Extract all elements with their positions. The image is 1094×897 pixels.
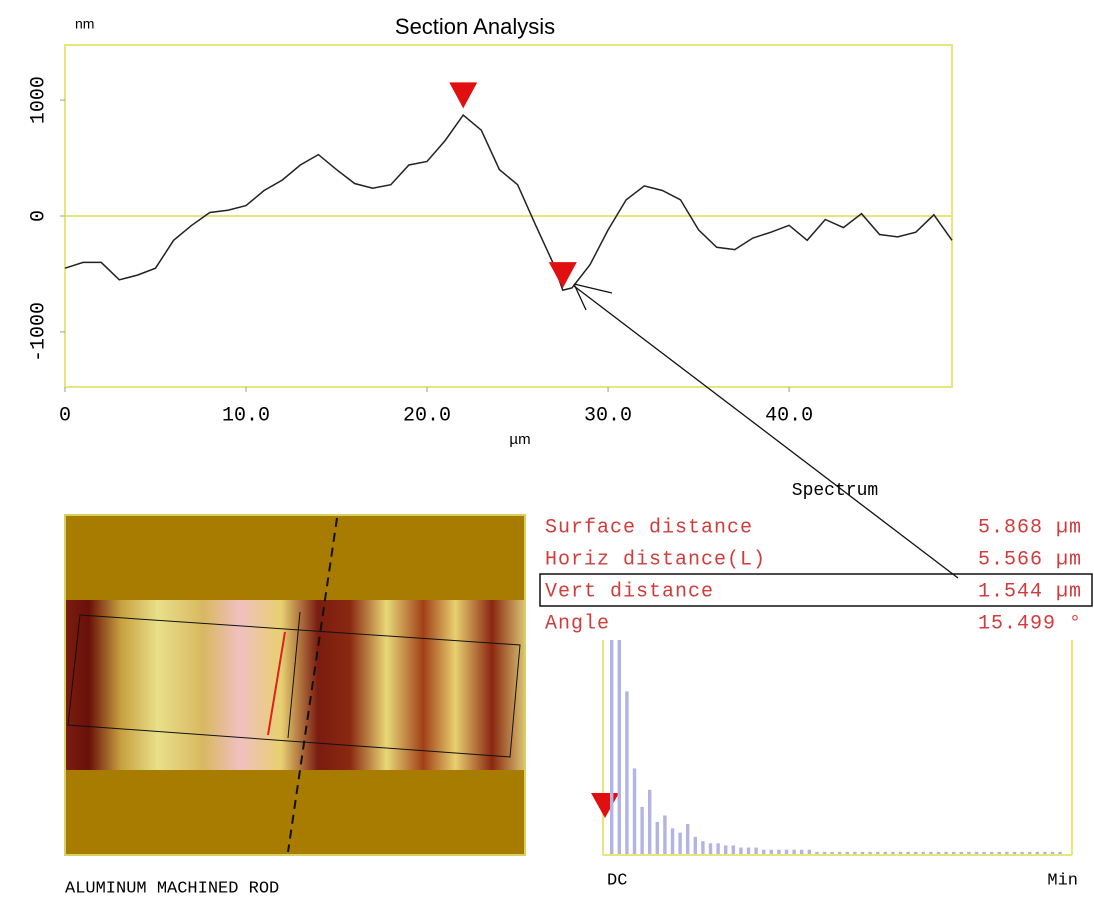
spectrum-bar (618, 640, 621, 854)
y-tick-label: 1000 (27, 76, 50, 124)
spectrum-bar (853, 852, 856, 854)
spectrum-bar (663, 815, 666, 854)
spectrum-bar (876, 852, 879, 854)
spectrum-bar (656, 822, 659, 854)
x-tick-label: 20.0 (403, 404, 451, 427)
y-unit: nm (75, 16, 94, 32)
spectrum-bar (716, 843, 719, 854)
spectrum-bar (982, 852, 985, 854)
spectrum-bar (686, 824, 689, 854)
spectrum-bar (944, 852, 947, 854)
spectrum-bar (732, 845, 735, 854)
page: Section Analysis nm µm ALUMINUM MACHINED… (0, 0, 1094, 897)
spectrum-bar (830, 852, 833, 854)
spectrum-bar (975, 852, 978, 854)
measurement-label: Horiz distance(L) (545, 548, 766, 571)
spectrum-bar (694, 837, 697, 854)
spectrum-bar (709, 843, 712, 854)
spectrum-bar (891, 852, 894, 854)
spectrum-bar (678, 833, 681, 854)
afm-image (65, 515, 525, 855)
measurement-label: Angle (545, 612, 610, 635)
spectrum-bar (640, 807, 643, 854)
measurement-label: Vert distance (545, 580, 714, 603)
spectrum-bar (868, 852, 871, 854)
spectrum-bar (610, 640, 613, 854)
spectrum-bar (1051, 852, 1054, 854)
spectrum-bar (785, 850, 788, 854)
spectrum-start: DC (607, 871, 627, 890)
spectrum-bar (1020, 852, 1023, 854)
spectrum-bar (998, 852, 1001, 854)
x-tick-label: 10.0 (222, 404, 270, 427)
spectrum-bar (815, 852, 818, 854)
spectrum-bar (838, 852, 841, 854)
spectrum-bar (762, 850, 765, 854)
spectrum-bar (1028, 852, 1031, 854)
cursor-marker (449, 82, 477, 108)
spectrum-bar (747, 848, 750, 854)
spectrum-bar (884, 852, 887, 854)
measurement-value: 1.544 µm (978, 580, 1082, 603)
spectrum-bar (739, 848, 742, 854)
measurement-label: Surface distance (545, 516, 753, 539)
screen: Section Analysis nm µm ALUMINUM MACHINED… (0, 0, 1094, 897)
x-tick-label: 40.0 (765, 404, 813, 427)
cursor-marker (549, 262, 577, 288)
spectrum-bar (648, 790, 651, 854)
y-tick-label: -1000 (27, 302, 50, 362)
x-tick-label: 0 (59, 404, 71, 427)
spectrum-bar (792, 850, 795, 854)
measurement-value: 5.566 µm (978, 548, 1082, 571)
chart-title: Section Analysis (395, 14, 555, 39)
spectrum-bar (1005, 852, 1008, 854)
spectrum-bar (1013, 852, 1016, 854)
spectrum-bar (1043, 852, 1046, 854)
spectrum-cursor (591, 793, 619, 818)
spectrum-bar (922, 852, 925, 854)
spectrum-bar (770, 850, 773, 854)
spectrum-bar (633, 768, 636, 854)
spectrum-bar (808, 850, 811, 854)
spectrum-bar (861, 852, 864, 854)
x-axis-label: µm (509, 431, 530, 448)
spectrum-bar (777, 850, 780, 854)
y-tick-label: 0 (27, 210, 50, 222)
spectrum-bar (625, 691, 628, 854)
spectrum-bar (914, 852, 917, 854)
spectrum-bar (823, 852, 826, 854)
x-tick-label: 30.0 (584, 404, 632, 427)
spectrum-panel (603, 640, 1072, 855)
spectrum-bar (724, 845, 727, 854)
spectrum-bar (701, 841, 704, 854)
spectrum-bar (846, 852, 849, 854)
spectrum-bar (937, 852, 940, 854)
measurement-value: 15.499 ° (978, 612, 1082, 635)
spectrum-bar (754, 848, 757, 854)
spectrum-bar (1058, 852, 1061, 854)
spectrum-bar (800, 850, 803, 854)
spectrum-bar (899, 852, 902, 854)
spectrum-bar (952, 852, 955, 854)
image-caption: ALUMINUM MACHINED ROD (65, 879, 279, 897)
spectrum-bar (906, 852, 909, 854)
spectrum-bar (929, 852, 932, 854)
profile-line (65, 115, 952, 290)
spectrum-bar (967, 852, 970, 854)
spectrum-end: Min (1047, 871, 1078, 890)
spectrum-bar (671, 828, 674, 854)
spectrum-bar (960, 852, 963, 854)
measurement-value: 5.868 µm (978, 516, 1082, 539)
spectrum-bar (1036, 852, 1039, 854)
spectrum-bar (990, 852, 993, 854)
